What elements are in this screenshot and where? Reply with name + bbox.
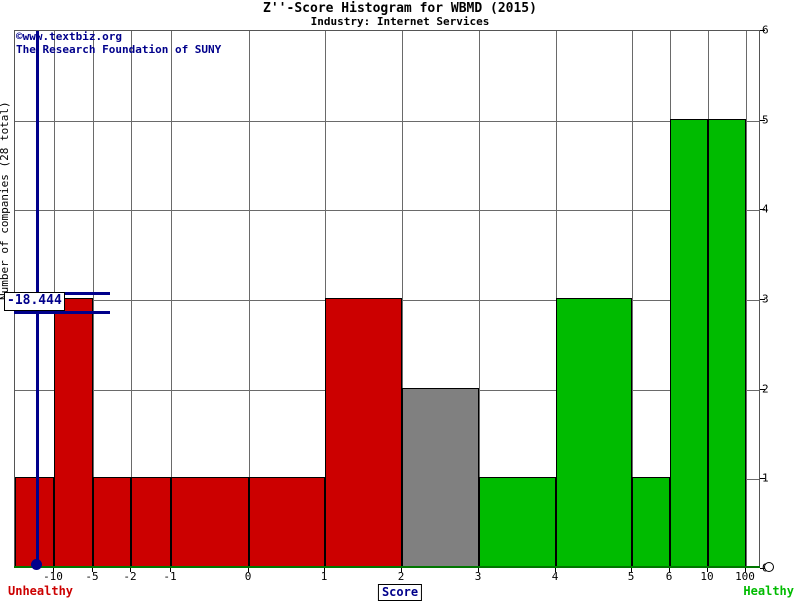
x-axis-tick-label: -2 [123, 570, 137, 583]
axis-label-unhealthy: Unhealthy [8, 584, 74, 598]
x-axis-tick-mark [53, 568, 54, 572]
x-axis-tick-mark [555, 568, 556, 572]
baseline-rule [14, 566, 760, 568]
gridline-vertical [131, 31, 132, 567]
histogram-bar [632, 477, 670, 567]
gridline-vertical [171, 31, 172, 567]
x-axis-tick-label: -10 [43, 570, 63, 583]
y-axis-tick-label: 6 [762, 23, 769, 37]
gridline-vertical [746, 31, 747, 567]
gridline-vertical [479, 31, 480, 567]
axis-end-cap-icon [764, 562, 774, 572]
y-axis-tick-mark [760, 30, 765, 31]
x-axis-tick-mark [631, 568, 632, 572]
histogram-bar [131, 477, 171, 567]
histogram-bar [93, 477, 131, 567]
score-marker-dot-icon [31, 559, 42, 570]
histogram-bar [54, 298, 93, 567]
gridline-vertical [93, 31, 94, 567]
gridline-vertical [402, 31, 403, 567]
x-axis-tick-label: 6 [665, 570, 673, 583]
y-axis-tick-mark [760, 568, 765, 569]
y-axis-tick-mark [760, 120, 765, 121]
x-axis-tick-label: 4 [551, 570, 559, 583]
x-axis-tick-mark [170, 568, 171, 572]
score-marker-label: -18.444 [4, 292, 65, 311]
x-axis-tick-mark [130, 568, 131, 572]
x-axis-tick-mark [745, 568, 746, 572]
chart-subtitle: Industry: Internet Services [310, 15, 490, 28]
gridline-horizontal [15, 210, 759, 211]
x-axis-tick-label: 0 [244, 570, 252, 583]
histogram-bar [708, 119, 746, 567]
watermark-line-2: The Research Foundation of SUNY [16, 43, 222, 56]
x-axis-tick-mark [707, 568, 708, 572]
y-axis-label: Number of companies (28 total) [0, 101, 11, 300]
histogram-bar [556, 298, 632, 567]
score-marker-cap-bottom [14, 311, 110, 314]
histogram-bar [15, 477, 54, 567]
page-title: Z''-Score Histogram for WBMD (2015) [263, 1, 537, 16]
y-axis-tick-label: 1 [762, 471, 769, 485]
y-axis-tick-mark [760, 478, 765, 479]
x-axis-tick-mark [478, 568, 479, 572]
histogram-bar [402, 388, 479, 567]
x-axis-tick-mark [324, 568, 325, 572]
x-axis-tick-label: 2 [397, 570, 405, 583]
histogram-bar [670, 119, 708, 567]
x-axis-tick-label: -1 [163, 570, 177, 583]
x-axis-tick-label: 1 [320, 570, 328, 583]
x-axis-tick-label: 5 [627, 570, 635, 583]
x-axis-label: Score [377, 584, 423, 601]
watermark: ©www.textbiz.org The Research Foundation… [16, 30, 221, 56]
watermark-line-1: ©www.textbiz.org [16, 30, 122, 43]
x-axis-tick-label: -5 [85, 570, 99, 583]
x-axis-tick-mark [92, 568, 93, 572]
histogram-bar [479, 477, 556, 567]
x-axis-tick-label: 3 [474, 570, 482, 583]
histogram-bar [171, 477, 249, 567]
y-axis-tick-mark [760, 209, 765, 210]
y-axis-tick-mark [760, 299, 765, 300]
x-axis-tick-label: 10 [700, 570, 714, 583]
y-axis-tick-mark [760, 389, 765, 390]
x-axis-tick-mark [401, 568, 402, 572]
plot-inner [15, 31, 759, 567]
gridline-vertical [632, 31, 633, 567]
plot-area [14, 30, 760, 568]
x-axis-tick-mark [669, 568, 670, 572]
histogram-bar [325, 298, 402, 567]
x-axis-tick-mark [248, 568, 249, 572]
gridline-vertical [249, 31, 250, 567]
y-axis-tick-label: 5 [762, 113, 769, 127]
y-axis-tick-label: 4 [762, 202, 769, 216]
y-axis-tick-label: 2 [762, 382, 769, 396]
axis-label-healthy: Healthy [743, 584, 794, 598]
gridline-horizontal [15, 121, 759, 122]
histogram-bar [249, 477, 325, 567]
x-axis-tick-label: 100 [735, 570, 755, 583]
y-axis-tick-label: 3 [762, 292, 769, 306]
